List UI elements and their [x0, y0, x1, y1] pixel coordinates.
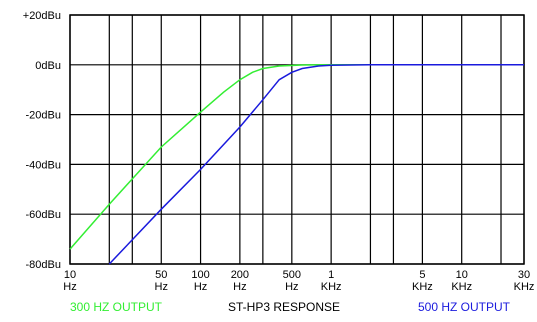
x-tick-unit: KHz: [451, 281, 472, 293]
x-tick-unit: KHz: [321, 281, 342, 293]
x-tick-unit: KHz: [514, 281, 535, 293]
chart-title: ST-HP3 RESPONSE: [228, 300, 341, 314]
x-tick-unit: Hz: [194, 281, 207, 293]
x-tick-value: 10: [456, 269, 468, 281]
x-tick-value: 1: [328, 269, 334, 281]
x-tick-value: 200: [231, 269, 249, 281]
x-tick-value: 5: [419, 269, 425, 281]
x-tick-unit: Hz: [155, 281, 168, 293]
x-axis-labels: 10Hz50Hz100Hz200Hz500Hz1KHz5KHz10KHz30KH…: [63, 269, 534, 293]
plot-frame: [69, 14, 525, 265]
series-line: [69, 64, 524, 250]
series-lines: [69, 64, 524, 265]
legend-300hz: 300 HZ OUTPUT: [70, 300, 163, 314]
y-tick-label: -80dBu: [26, 259, 61, 271]
y-tick-label: +20dBu: [23, 10, 61, 22]
x-tick-value: 100: [191, 269, 209, 281]
x-tick-value: 500: [283, 269, 301, 281]
y-tick-label: 0dBu: [35, 60, 61, 72]
x-tick-value: 10: [64, 269, 76, 281]
y-tick-label: -20dBu: [26, 110, 61, 122]
y-tick-label: -60dBu: [26, 209, 61, 221]
grid: [69, 14, 525, 265]
y-tick-label: -40dBu: [26, 159, 61, 171]
x-tick-unit: Hz: [63, 281, 76, 293]
x-tick-unit: Hz: [285, 281, 298, 293]
x-tick-value: 30: [518, 269, 530, 281]
x-tick-unit: Hz: [233, 281, 246, 293]
x-tick-unit: KHz: [412, 281, 433, 293]
x-tick-value: 50: [155, 269, 167, 281]
legend-500hz: 500 HZ OUTPUT: [418, 300, 511, 314]
series-line: [108, 64, 524, 265]
y-axis-labels: +20dBu 0dBu -20dBu -40dBu -60dBu -80dBu: [23, 10, 61, 271]
